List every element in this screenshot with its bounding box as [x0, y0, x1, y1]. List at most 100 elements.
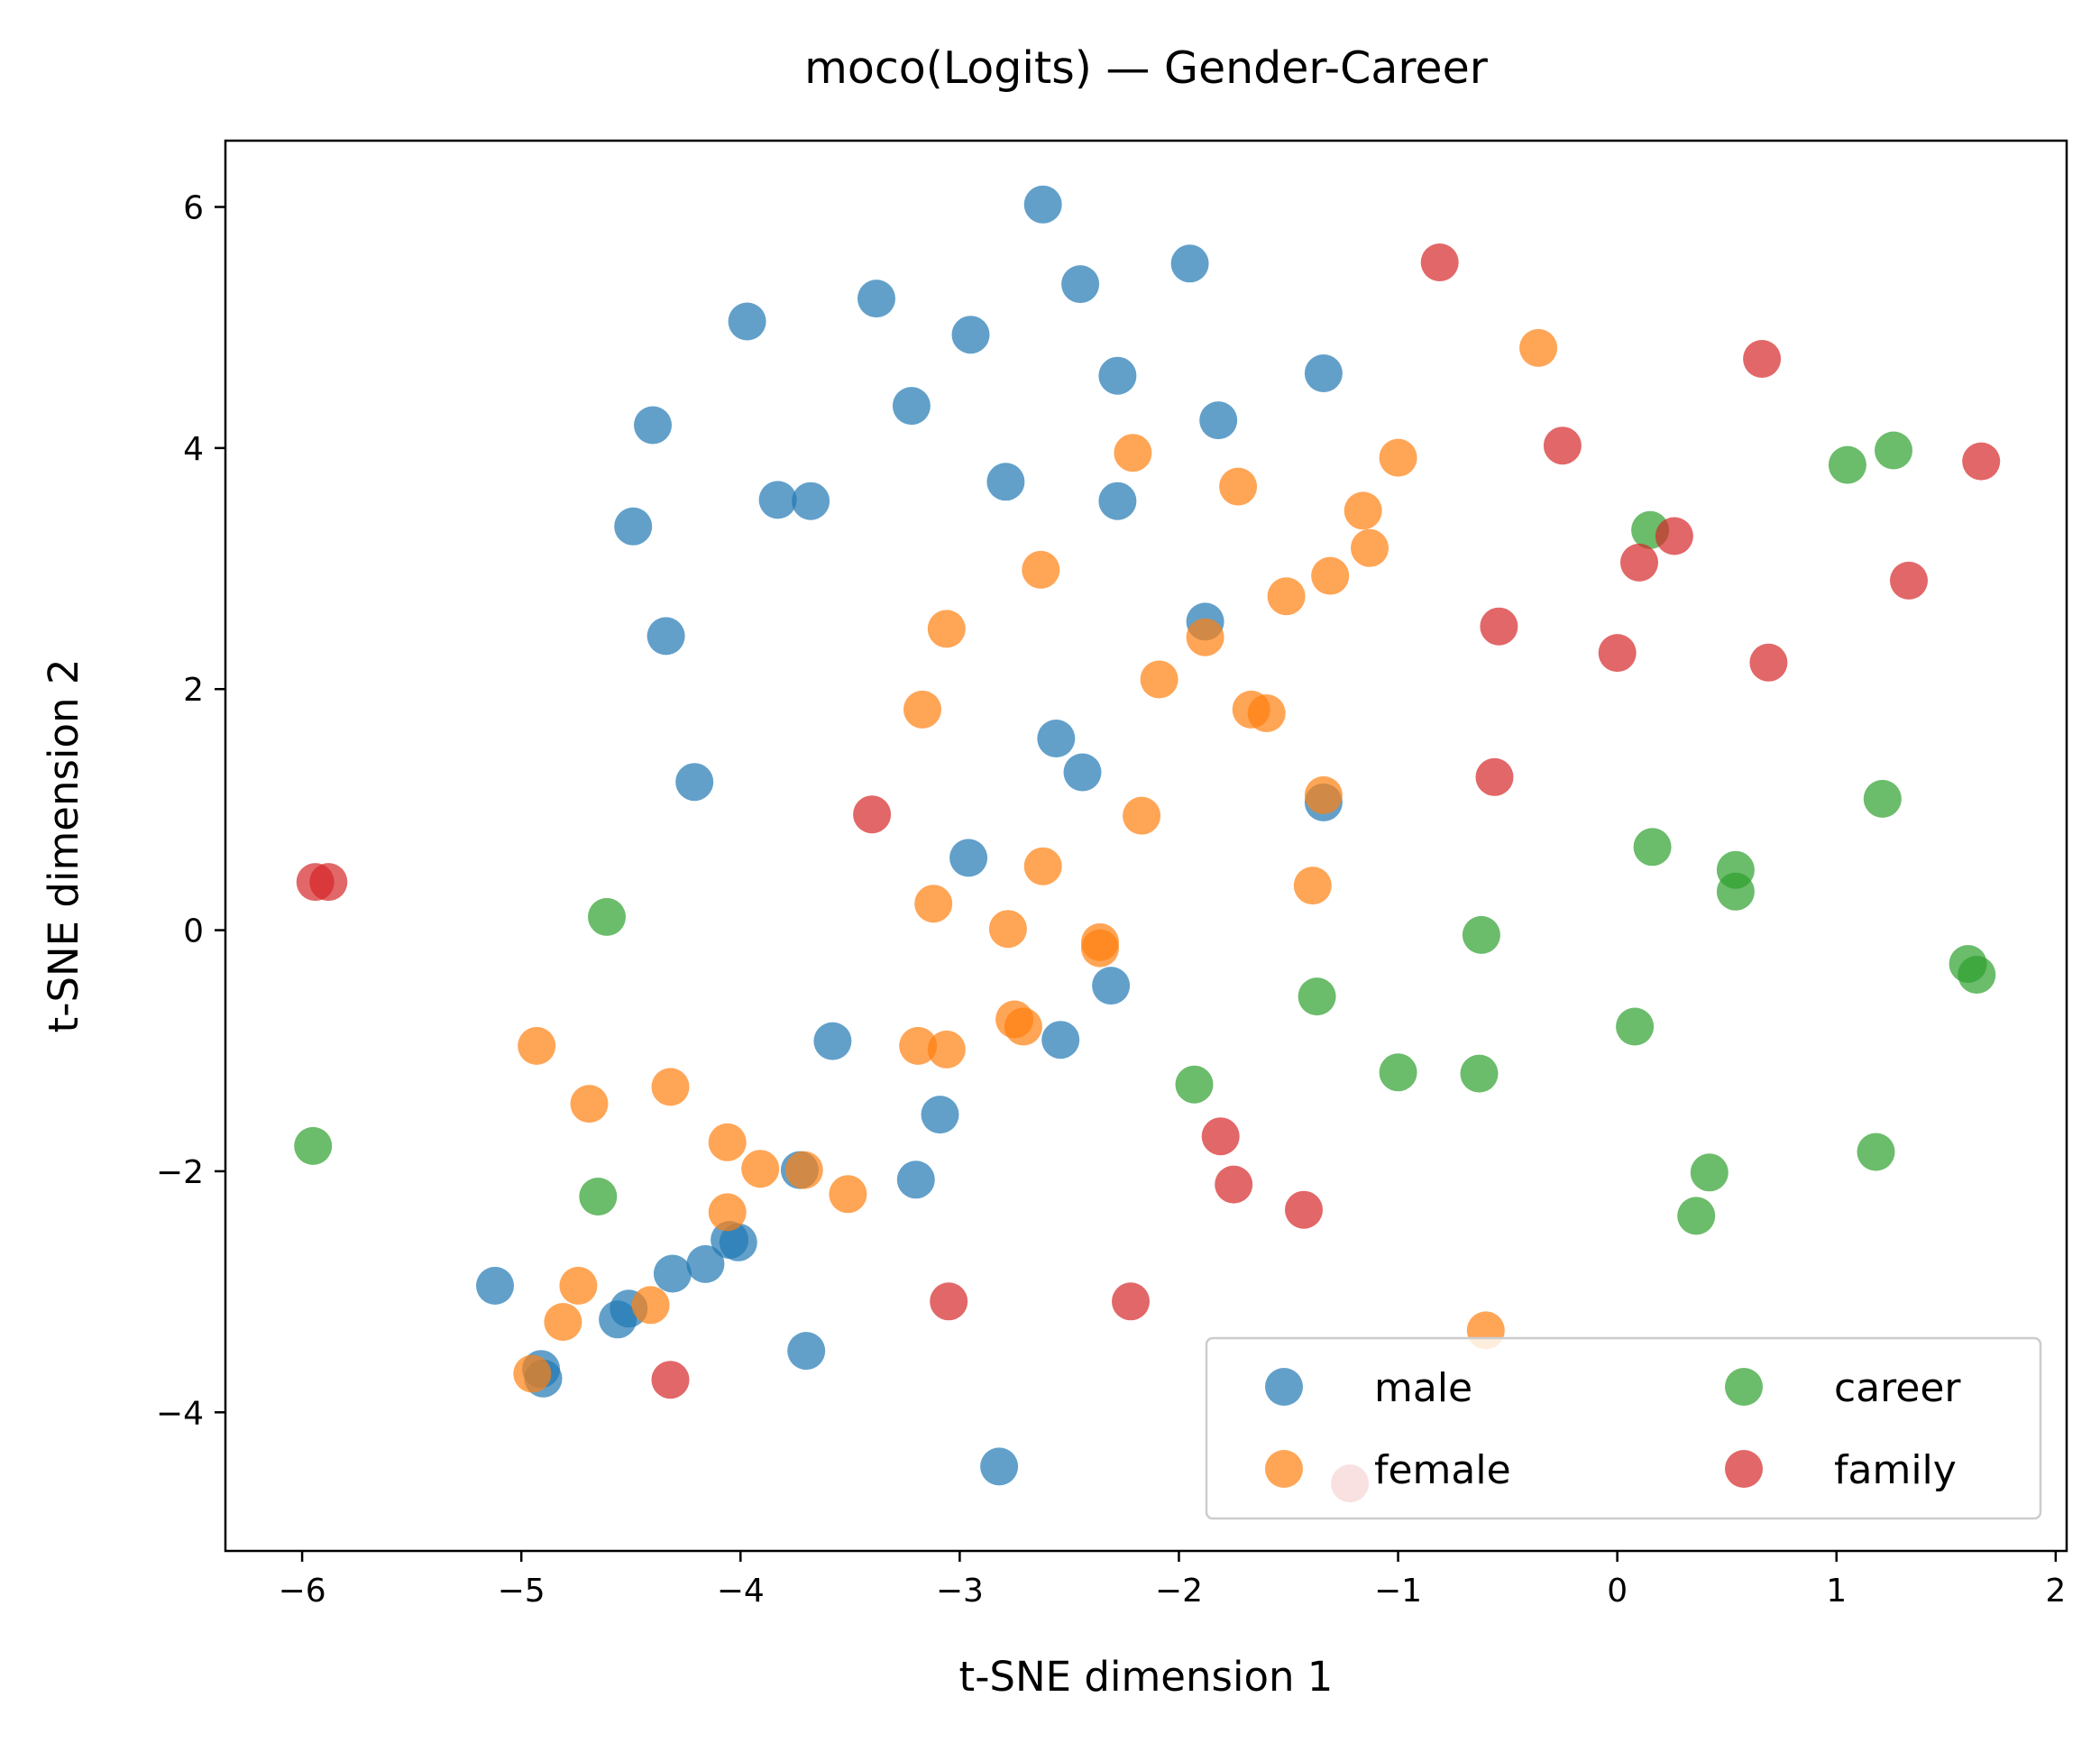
point-male [1063, 753, 1102, 792]
point-male [986, 463, 1025, 501]
point-career [1716, 872, 1755, 911]
point-family [1962, 442, 2001, 481]
point-family [930, 1282, 968, 1321]
point-career [579, 1178, 618, 1216]
y-axis-label: t-SNE dimension 2 [40, 659, 87, 1033]
data-points [294, 185, 2001, 1503]
point-female [1519, 328, 1558, 367]
legend: male female career family [1205, 1336, 2042, 1520]
point-female [903, 690, 941, 729]
point-male [1092, 967, 1131, 1005]
point-family [1215, 1165, 1253, 1204]
x-tick-label: −5 [498, 1573, 546, 1610]
point-family [1620, 543, 1658, 582]
point-career [294, 1126, 333, 1165]
series-career [294, 431, 1996, 1235]
x-tick-label: −1 [1374, 1573, 1422, 1610]
legend-box [1205, 1336, 2042, 1520]
x-tick-label: −3 [936, 1573, 984, 1610]
point-career [1462, 915, 1500, 954]
point-male [1199, 401, 1238, 440]
legend-marker-female [1265, 1450, 1303, 1488]
point-career [1677, 1197, 1716, 1235]
point-female [927, 610, 966, 648]
y-tick-label: 6 [183, 190, 204, 227]
legend-label-career: career [1834, 1365, 1961, 1411]
point-female [1343, 491, 1382, 530]
x-axis-label: t-SNE dimension 1 [959, 1653, 1334, 1701]
point-family [651, 1361, 690, 1399]
point-male [476, 1266, 514, 1305]
y-tick-label: −4 [156, 1395, 204, 1432]
point-male [980, 1447, 1019, 1486]
point-male [634, 406, 672, 445]
point-female [544, 1303, 582, 1341]
point-male [1061, 265, 1100, 304]
point-male [921, 1096, 959, 1134]
point-career [1857, 1133, 1895, 1171]
point-family [1543, 427, 1582, 465]
point-female [1304, 775, 1343, 814]
point-family [1112, 1282, 1150, 1321]
point-female [1247, 694, 1286, 732]
legend-marker-family [1725, 1450, 1763, 1488]
point-female [1022, 550, 1060, 589]
x-tick-label: 0 [1607, 1573, 1628, 1610]
point-career [1175, 1065, 1214, 1104]
point-female [927, 1030, 966, 1069]
point-family [1480, 607, 1518, 646]
point-male [1037, 720, 1076, 757]
point-family [1743, 340, 1782, 378]
x-tick-label: −2 [1155, 1573, 1203, 1610]
point-male [675, 763, 714, 802]
point-male [1023, 185, 1062, 224]
point-female [1023, 847, 1062, 885]
point-female [1114, 434, 1152, 472]
legend-label-male: male [1374, 1365, 1472, 1411]
point-career [1298, 977, 1336, 1016]
point-female [1219, 467, 1258, 506]
point-family [1749, 643, 1788, 682]
point-female [1081, 929, 1119, 968]
point-female [708, 1123, 747, 1161]
chart-title: moco(Logits) — Gender-Career [804, 42, 1489, 94]
x-tick-label: 2 [2045, 1573, 2066, 1610]
point-family [853, 795, 892, 834]
point-male [653, 1254, 692, 1293]
plot-frame [224, 139, 2068, 1553]
point-family [1475, 757, 1514, 796]
point-career [1690, 1153, 1729, 1192]
point-career [1379, 1053, 1417, 1092]
point-career [1828, 445, 1866, 484]
point-male [599, 1300, 637, 1339]
point-male [1304, 354, 1343, 392]
point-career [588, 897, 626, 936]
point-male [647, 617, 685, 656]
legend-marker-career [1725, 1368, 1763, 1406]
legend-marker-male [1265, 1368, 1303, 1406]
point-female [708, 1193, 747, 1232]
legend-label-family: family [1834, 1447, 1957, 1493]
point-male [857, 280, 895, 318]
y-tick-label: 4 [183, 431, 204, 468]
point-career [1633, 828, 1672, 867]
point-male [728, 302, 766, 341]
point-female [1267, 577, 1306, 616]
point-male [719, 1223, 757, 1261]
x-tick-label: −4 [717, 1573, 765, 1610]
point-female [1186, 618, 1224, 656]
point-female [518, 1026, 556, 1065]
point-female [559, 1266, 598, 1305]
point-female [631, 1286, 670, 1325]
point-male [896, 1160, 935, 1199]
point-family [309, 863, 348, 902]
point-female [829, 1175, 867, 1214]
point-family [1420, 243, 1459, 281]
y-tick-label: 2 [183, 672, 204, 709]
point-career [1958, 956, 1996, 994]
point-male [787, 1332, 826, 1371]
point-female [651, 1068, 690, 1106]
x-tick-label: 1 [1826, 1573, 1847, 1610]
